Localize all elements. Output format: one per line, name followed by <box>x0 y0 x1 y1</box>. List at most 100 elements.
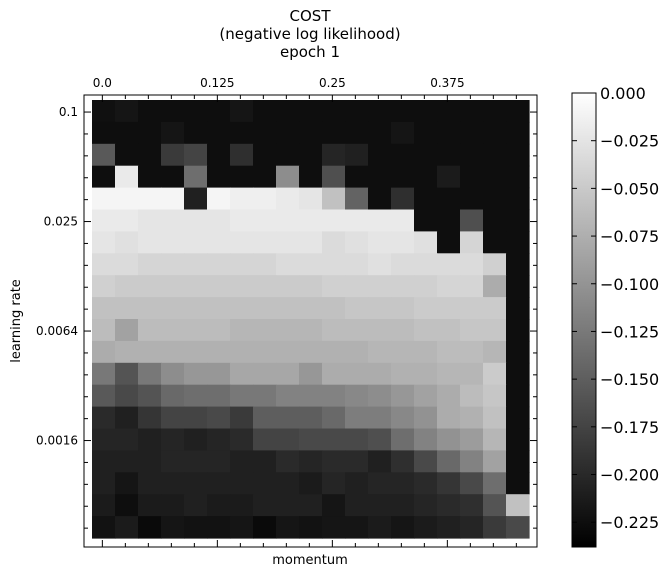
heatmap-cell <box>161 428 185 451</box>
heatmap-cell <box>276 275 300 298</box>
heatmap-cell <box>391 516 415 539</box>
heatmap-cell <box>299 209 323 232</box>
heatmap-cell <box>207 121 231 145</box>
heatmap-cell <box>253 472 277 495</box>
heatmap-cell <box>322 231 346 254</box>
heatmap-cell <box>161 319 185 342</box>
heatmap-cell <box>437 494 461 517</box>
heatmap-cell <box>92 275 116 298</box>
heatmap-cell <box>207 450 231 473</box>
colorbar-gradient <box>571 92 597 548</box>
colorbar-tick-label: −0.225 <box>600 513 659 532</box>
y-tick-label: 0.025 <box>44 215 78 229</box>
heatmap-cell <box>437 253 461 276</box>
heatmap-cell <box>161 253 185 276</box>
heatmap-cell <box>253 384 277 408</box>
heatmap-cell <box>345 472 369 495</box>
heatmap-cell <box>460 516 484 539</box>
heatmap-cell <box>230 231 254 254</box>
heatmap-cell <box>276 340 300 364</box>
heatmap-cell <box>506 209 530 232</box>
heatmap-cell <box>138 319 162 342</box>
heatmap-cell <box>368 253 392 276</box>
heatmap-cell <box>184 143 208 167</box>
heatmap-cell <box>460 340 484 364</box>
heatmap-cell <box>276 209 300 232</box>
heatmap-cell <box>138 143 162 167</box>
heatmap-cell <box>299 472 323 495</box>
heatmap-cell <box>276 516 300 539</box>
heatmap-cell <box>92 100 116 123</box>
heatmap-cell <box>345 100 369 123</box>
colorbar-tick-label: −0.200 <box>600 466 659 485</box>
heatmap-cell <box>115 165 139 189</box>
heatmap-cell <box>161 406 185 430</box>
heatmap-cell <box>230 209 254 232</box>
heatmap-cell <box>345 384 369 408</box>
heatmap-cell <box>138 494 162 517</box>
heatmap-cell <box>483 450 507 473</box>
heatmap-cell <box>437 231 461 254</box>
heatmap-cell <box>414 297 438 320</box>
heatmap-cell <box>506 187 530 211</box>
heatmap-cell <box>92 297 116 320</box>
heatmap-cell <box>299 100 323 123</box>
heatmap-cell <box>253 187 277 211</box>
heatmap-cell <box>253 362 277 386</box>
heatmap-cell <box>506 100 530 123</box>
heatmap-cell <box>138 187 162 211</box>
heatmap-cell <box>483 209 507 232</box>
heatmap-cell <box>506 494 530 517</box>
heatmap-cell <box>161 494 185 517</box>
heatmap-cell <box>391 209 415 232</box>
heatmap-cell <box>368 187 392 211</box>
heatmap-cell <box>437 384 461 408</box>
heatmap-cell <box>391 319 415 342</box>
heatmap-cell <box>414 450 438 473</box>
colorbar-tick-label: −0.050 <box>600 179 659 198</box>
heatmap-cell <box>207 100 231 123</box>
heatmap-cell <box>92 319 116 342</box>
heatmap-cell <box>322 100 346 123</box>
x-axis-label: momentum <box>272 553 348 568</box>
heatmap-cell <box>276 121 300 145</box>
heatmap-cell <box>161 187 185 211</box>
heatmap-cell <box>460 297 484 320</box>
heatmap-cell <box>92 362 116 386</box>
heatmap-cell <box>414 209 438 232</box>
heatmap-cell <box>391 100 415 123</box>
colorbar-tick-label: −0.150 <box>600 370 659 389</box>
heatmap-cell <box>368 143 392 167</box>
heatmap-cell <box>506 231 530 254</box>
y-axis-label: learning rate <box>9 279 24 363</box>
heatmap-cell <box>414 231 438 254</box>
heatmap-cell <box>391 340 415 364</box>
heatmap-cell <box>161 516 185 539</box>
heatmap-cell <box>414 275 438 298</box>
heatmap-cell <box>92 121 116 145</box>
heatmap-cell <box>437 165 461 189</box>
heatmap-cell <box>506 340 530 364</box>
heatmap-cell <box>138 406 162 430</box>
heatmap-cell <box>391 384 415 408</box>
heatmap-cell <box>368 384 392 408</box>
heatmap-cell <box>161 209 185 232</box>
heatmap-cell <box>437 450 461 473</box>
heatmap-cell <box>207 231 231 254</box>
heatmap-cell <box>322 275 346 298</box>
heatmap-cell <box>506 516 530 539</box>
heatmap-cell <box>184 450 208 473</box>
heatmap-cell <box>276 472 300 495</box>
heatmap-cell <box>276 428 300 451</box>
heatmap-cell <box>414 253 438 276</box>
heatmap-cell <box>230 516 254 539</box>
heatmap-cell <box>322 121 346 145</box>
heatmap-cell <box>345 516 369 539</box>
heatmap-cell <box>391 406 415 430</box>
heatmap-cell <box>483 121 507 145</box>
heatmap-cell <box>483 362 507 386</box>
heatmap-cell <box>115 187 139 211</box>
heatmap-cell <box>483 494 507 517</box>
heatmap-cell <box>161 100 185 123</box>
heatmap-cell <box>391 297 415 320</box>
